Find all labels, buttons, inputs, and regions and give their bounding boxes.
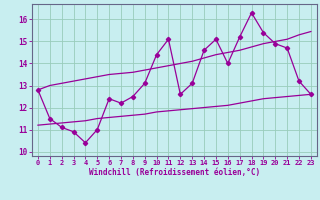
X-axis label: Windchill (Refroidissement éolien,°C): Windchill (Refroidissement éolien,°C) xyxy=(89,168,260,177)
